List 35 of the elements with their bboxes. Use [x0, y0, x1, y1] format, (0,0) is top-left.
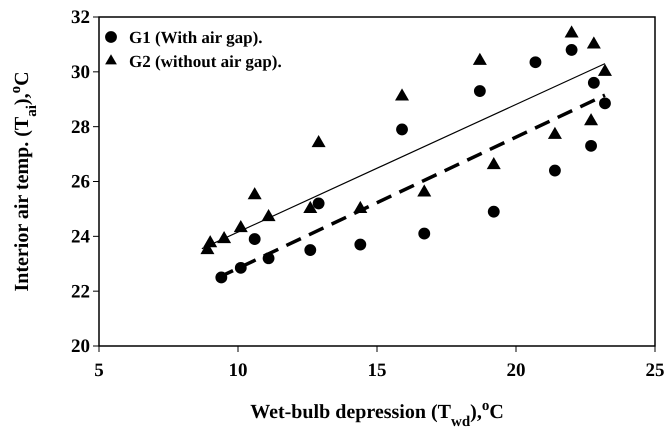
point: [304, 244, 316, 256]
point: [598, 64, 612, 76]
point: [354, 238, 366, 250]
x-tick-label: 5: [94, 360, 104, 381]
point: [564, 25, 579, 38]
x-tick-label: 10: [228, 360, 248, 381]
point: [548, 126, 562, 139]
point: [303, 200, 318, 213]
x-tick-label: 25: [646, 360, 664, 381]
y-tick-label: 22: [71, 281, 90, 302]
point: [585, 140, 597, 152]
x-axis-title: Wet-bulb depression (T$_{wd}$),$^{o}$C: [250, 398, 504, 428]
point: [472, 52, 487, 65]
y-tick-label: 32: [71, 7, 90, 28]
point: [395, 88, 410, 101]
y-tick-label: 28: [71, 116, 90, 138]
point: [584, 113, 598, 126]
point: [248, 233, 261, 245]
y-tick-label: 24: [71, 226, 90, 248]
point: [417, 184, 432, 197]
x-tick-label: 15: [368, 360, 386, 381]
legend-label: G1 (With air gap).: [129, 28, 262, 47]
point: [418, 228, 430, 240]
x-tick-label: 20: [506, 360, 526, 381]
point: [312, 198, 325, 210]
legend-label: G2 (without air gap).: [129, 52, 282, 71]
y-tick-label: 20: [71, 336, 90, 358]
y-tick-label: 30: [71, 62, 90, 83]
point: [486, 156, 501, 170]
point: [312, 135, 326, 148]
point: [549, 164, 561, 176]
point: [488, 206, 500, 218]
y-tick-label: 26: [71, 172, 90, 193]
point: [248, 187, 262, 200]
point: [586, 36, 601, 48]
